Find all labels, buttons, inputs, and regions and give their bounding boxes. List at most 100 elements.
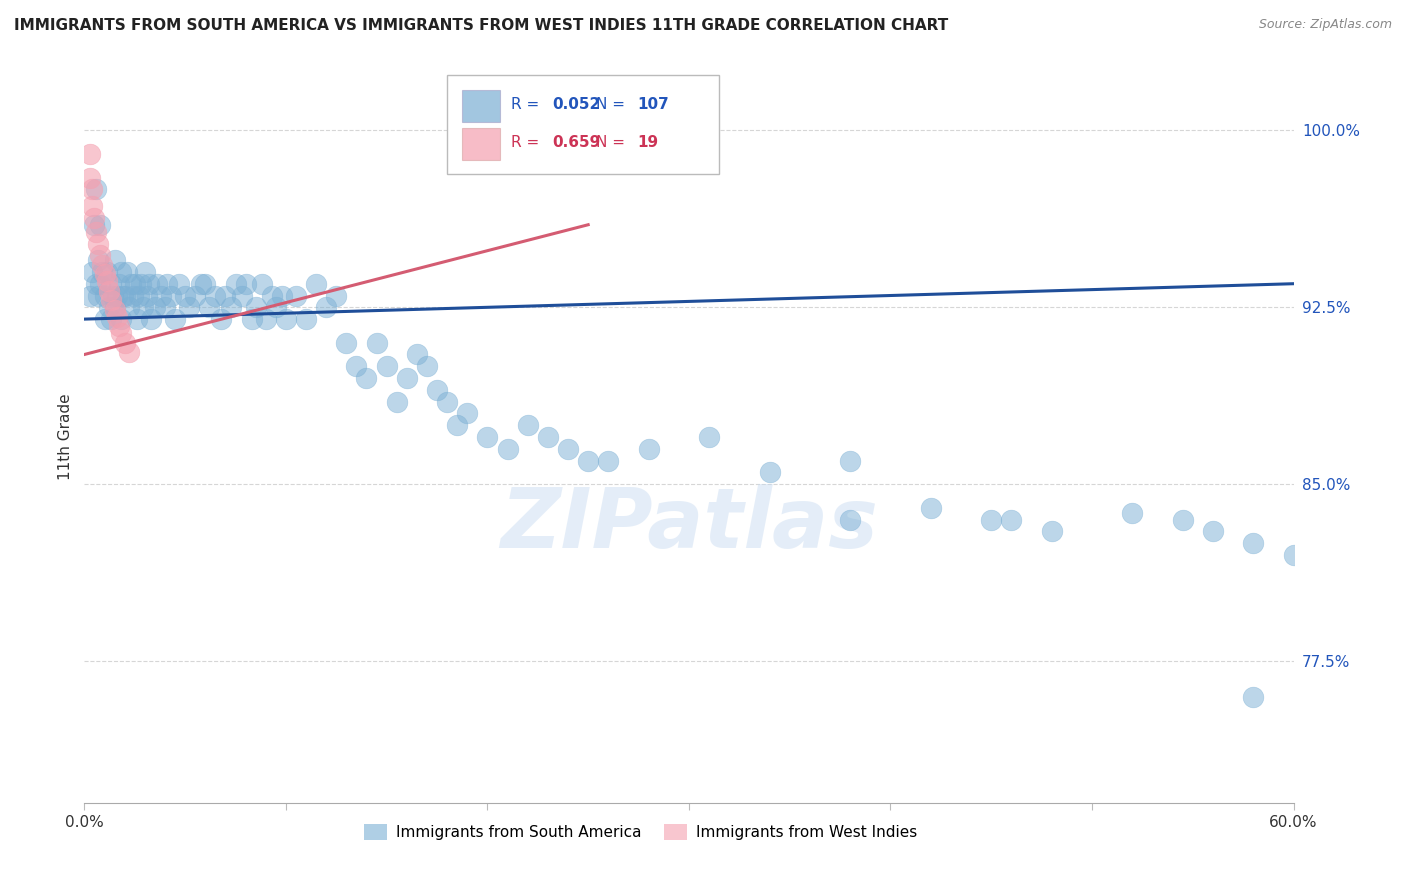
Point: [107, 277, 129, 291]
Point: [576, 453, 599, 467]
Point: [190, 277, 212, 291]
Point: [87, 288, 110, 302]
Point: [1171, 513, 1194, 527]
Point: [96, 265, 118, 279]
Point: [214, 288, 236, 302]
Point: [426, 383, 449, 397]
Point: [79, 170, 101, 185]
Y-axis label: 11th Grade: 11th Grade: [58, 393, 73, 481]
Text: ZIPatlas: ZIPatlas: [501, 484, 877, 566]
Point: [416, 359, 439, 374]
Point: [366, 335, 388, 350]
Point: [325, 288, 347, 302]
Point: [270, 288, 292, 302]
Point: [446, 418, 468, 433]
Point: [1121, 506, 1143, 520]
Point: [132, 301, 155, 315]
Point: [110, 312, 132, 326]
Point: [153, 301, 176, 315]
Point: [221, 301, 243, 315]
Text: 19: 19: [637, 135, 658, 150]
Point: [93, 267, 115, 281]
Point: [82, 265, 104, 279]
Point: [93, 312, 115, 326]
FancyBboxPatch shape: [447, 75, 720, 174]
Point: [209, 312, 232, 326]
Point: [83, 218, 105, 232]
Point: [79, 147, 101, 161]
Point: [118, 301, 141, 315]
Point: [436, 394, 458, 409]
Legend: Immigrants from South America, Immigrants from West Indies: Immigrants from South America, Immigrant…: [357, 818, 924, 847]
Point: [165, 312, 187, 326]
Point: [110, 265, 132, 279]
Point: [135, 288, 157, 302]
Point: [91, 258, 114, 272]
Point: [285, 288, 308, 302]
Point: [406, 347, 429, 361]
Point: [97, 284, 120, 298]
Point: [1241, 536, 1264, 550]
Point: [598, 453, 620, 467]
Point: [637, 442, 659, 456]
Point: [179, 301, 201, 315]
Point: [231, 288, 253, 302]
Point: [105, 310, 128, 324]
Point: [385, 394, 408, 409]
Point: [250, 277, 273, 291]
Point: [91, 265, 114, 279]
Point: [375, 359, 398, 374]
Point: [697, 430, 720, 444]
Point: [129, 277, 152, 291]
Point: [456, 407, 478, 421]
Text: Source: ZipAtlas.com: Source: ZipAtlas.com: [1258, 18, 1392, 31]
Point: [139, 312, 162, 326]
Point: [104, 253, 127, 268]
Point: [124, 277, 146, 291]
Point: [758, 466, 780, 480]
Point: [160, 288, 183, 302]
Point: [111, 288, 134, 302]
Point: [104, 302, 127, 317]
Point: [104, 301, 127, 315]
Point: [395, 371, 418, 385]
Point: [89, 218, 111, 232]
Point: [920, 500, 942, 515]
FancyBboxPatch shape: [461, 128, 501, 160]
Point: [194, 277, 217, 291]
FancyBboxPatch shape: [461, 90, 501, 122]
Point: [516, 418, 538, 433]
Point: [93, 288, 115, 302]
Point: [184, 288, 207, 302]
Point: [1000, 513, 1022, 527]
Point: [260, 288, 283, 302]
Point: [274, 312, 297, 326]
Point: [115, 265, 138, 279]
Point: [118, 345, 141, 359]
Point: [315, 301, 337, 315]
Point: [1241, 690, 1264, 704]
Point: [83, 211, 105, 225]
Point: [134, 265, 156, 279]
Text: IMMIGRANTS FROM SOUTH AMERICA VS IMMIGRANTS FROM WEST INDIES 11TH GRADE CORRELAT: IMMIGRANTS FROM SOUTH AMERICA VS IMMIGRA…: [14, 18, 948, 33]
Point: [82, 182, 104, 196]
Point: [254, 312, 277, 326]
Text: 107: 107: [637, 96, 669, 112]
Point: [477, 430, 499, 444]
Point: [143, 301, 166, 315]
Point: [87, 236, 110, 251]
Point: [167, 277, 190, 291]
Point: [346, 359, 368, 374]
Point: [86, 225, 108, 239]
Point: [100, 277, 122, 291]
Point: [225, 277, 247, 291]
Point: [174, 288, 197, 302]
Text: N =: N =: [596, 135, 630, 150]
Point: [149, 288, 172, 302]
Point: [146, 277, 169, 291]
Point: [97, 301, 120, 315]
Point: [295, 312, 318, 326]
Point: [980, 513, 1002, 527]
Point: [120, 277, 142, 291]
Point: [1040, 524, 1063, 539]
